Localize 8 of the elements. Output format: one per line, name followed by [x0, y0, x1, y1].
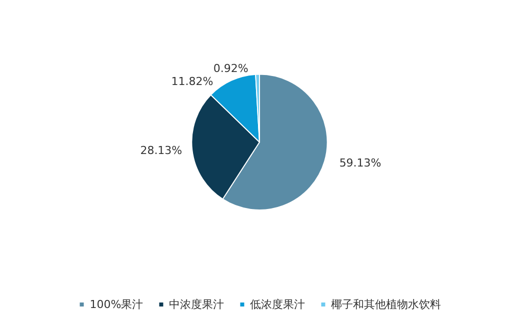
data-label: 28.13%	[140, 144, 182, 157]
legend-label: 低浓度果汁	[250, 298, 306, 311]
data-label: 59.13%	[339, 156, 382, 170]
legend-label: 100%果汁	[90, 298, 144, 311]
data-label: 0.92%	[213, 62, 248, 75]
legend-label: 中浓度果汁	[169, 298, 224, 311]
legend-label: 椰子和其他植物水饮料	[331, 298, 442, 311]
data-label: 11.82%	[171, 74, 214, 88]
